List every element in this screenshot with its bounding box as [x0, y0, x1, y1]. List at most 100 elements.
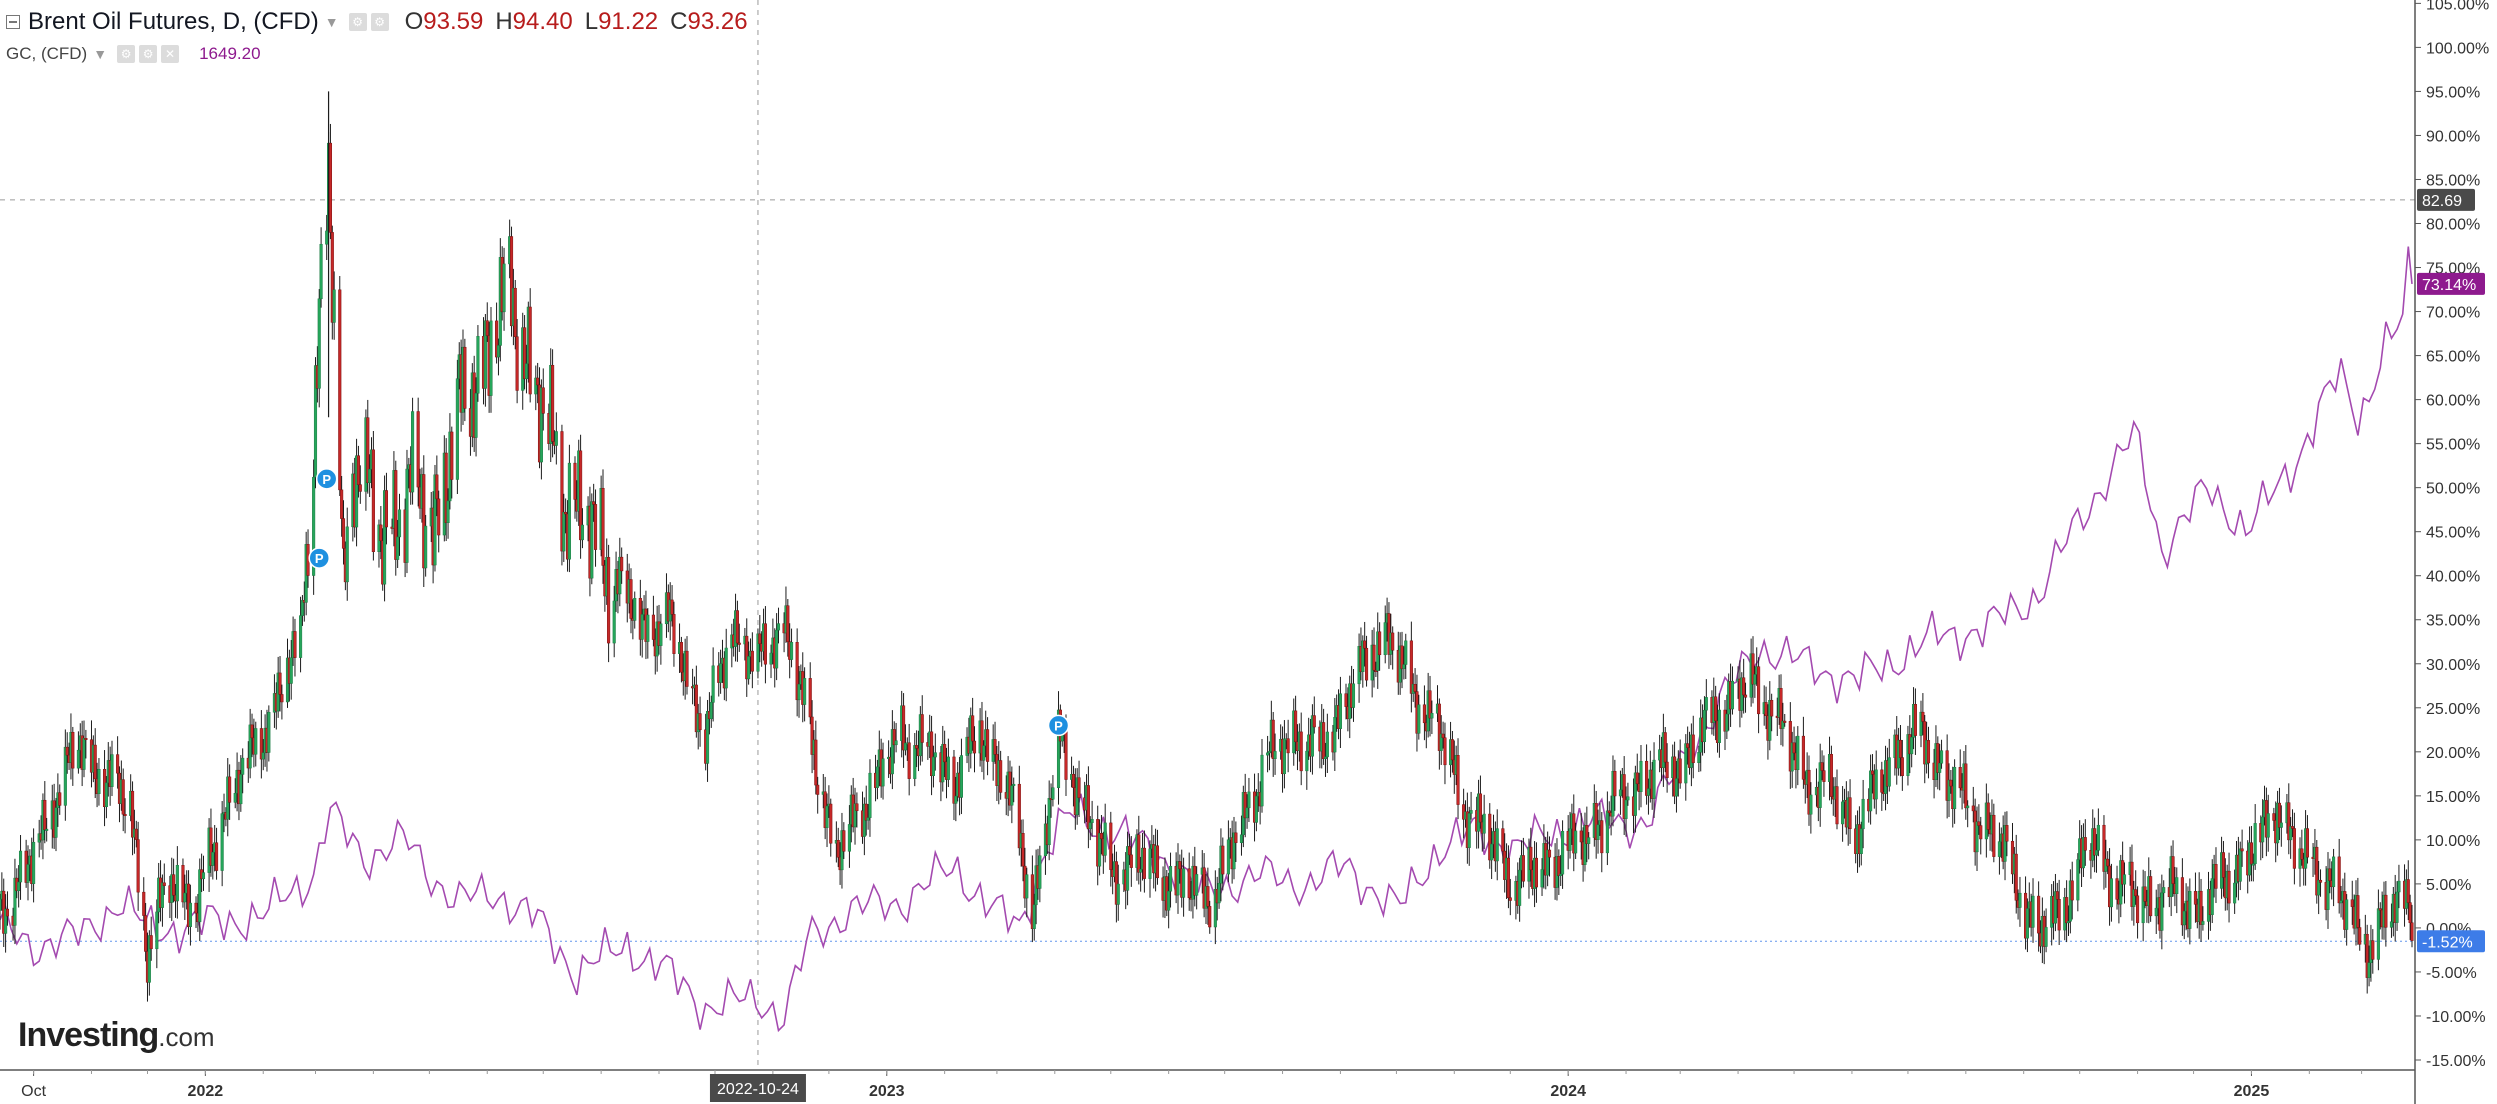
- brent-candle-body: [2014, 853, 2018, 901]
- x-axis[interactable]: Oct 2022 2023 2024 2025 2022-10-24: [21, 1070, 2363, 1102]
- brent-candle-body: [920, 714, 924, 743]
- brent-candle-body: [2130, 861, 2134, 907]
- brent-candle-body: [93, 744, 97, 780]
- brent-candle-body: [646, 614, 650, 642]
- chevron-down-icon[interactable]: ▼: [93, 46, 108, 62]
- compare-value: 1649.20: [199, 44, 261, 63]
- brent-candle-body: [1546, 849, 1550, 876]
- brent-candle-body: [1678, 758, 1682, 784]
- brent-candle-body: [463, 346, 467, 409]
- y-axis[interactable]: -15.00%-10.00%-5.00%0.00%5.00%10.00%15.0…: [2415, 0, 2489, 1070]
- y-tick-label: -10.00%: [2426, 1009, 2486, 1026]
- brent-candle-body: [1365, 647, 1369, 681]
- brent-candle-body: [228, 776, 232, 803]
- brent-candle-body: [1607, 810, 1611, 813]
- brent-candle-body: [1361, 640, 1365, 672]
- brent-candle-body: [2053, 891, 2057, 924]
- brent-candle-body: [1378, 631, 1382, 656]
- brent-candle-body: [26, 864, 30, 883]
- close-label: C: [670, 8, 688, 35]
- brent-candle-body: [1195, 874, 1199, 896]
- brent-candle-body: [2068, 880, 2072, 922]
- brent-candle-body: [1781, 720, 1785, 729]
- brent-candle-body: [1665, 761, 1669, 779]
- brent-candle-body: [1870, 770, 1875, 775]
- brent-candle-body: [2345, 899, 2349, 930]
- brent-candle-body: [685, 650, 689, 687]
- brent-price-tag-bg: [2417, 930, 2485, 953]
- brent-candle-body: [1753, 674, 1757, 685]
- brent-candle-body: [1282, 738, 1286, 775]
- brent-candle-body: [1790, 742, 1794, 772]
- brent-candle-body: [1900, 757, 1904, 776]
- y-tick-label: 45.00%: [2426, 525, 2480, 542]
- brent-candle-body: [1322, 722, 1326, 759]
- brent-candle-body: [1400, 645, 1404, 670]
- brent-candle-body: [495, 320, 499, 358]
- brent-candle-body: [607, 557, 611, 644]
- brent-candle-body: [1958, 766, 1962, 789]
- brent-candle-body: [1674, 778, 1679, 797]
- brent-candle-body: [2289, 826, 2293, 841]
- brent-candle-body: [1098, 833, 1102, 867]
- brent-candle-body: [2025, 908, 2029, 939]
- brent-candle-body: [63, 746, 67, 806]
- collapse-icon[interactable]: [6, 15, 20, 29]
- brent-candle-body: [1430, 713, 1434, 719]
- visibility-icon[interactable]: ⚙: [370, 13, 389, 31]
- visibility-icon[interactable]: ⚙: [139, 45, 158, 63]
- brent-candle-body: [2141, 886, 2145, 924]
- brent-candle-body: [211, 852, 215, 866]
- brent-candle-body: [1247, 791, 1251, 809]
- y-tick-label: 70.00%: [2426, 305, 2480, 322]
- brent-candle-body: [1422, 704, 1426, 724]
- brent-candle-body: [1234, 832, 1238, 843]
- brent-candle-body: [328, 142, 332, 233]
- brent-candle-body: [201, 872, 206, 880]
- brent-candle-body: [1663, 732, 1667, 763]
- brent-candle-body: [941, 744, 945, 783]
- brent-candle-body: [679, 642, 683, 673]
- brent-candle-body: [254, 728, 258, 755]
- brent-candle-body: [313, 365, 318, 478]
- brent-candle-body: [853, 803, 857, 828]
- x-tick-label: 2023: [869, 1083, 905, 1100]
- brent-candle-body: [1071, 774, 1076, 788]
- logo-suffix: .com: [158, 1022, 215, 1052]
- settings-icon[interactable]: ⚙: [348, 13, 367, 31]
- brent-candle-body: [1467, 813, 1471, 848]
- brent-candle-body: [1176, 861, 1180, 896]
- brent-candle-body: [2305, 828, 2310, 858]
- chevron-down-icon[interactable]: ▼: [324, 14, 339, 30]
- brent-candle-body: [866, 817, 870, 821]
- brent-candle-body: [1178, 861, 1182, 870]
- brent-candle-body: [1910, 737, 1914, 755]
- brent-candle-body: [396, 536, 400, 560]
- settings-icon[interactable]: ⚙: [117, 45, 136, 63]
- brent-candle-body: [1613, 771, 1617, 797]
- brent-candle-body: [1208, 906, 1212, 928]
- event-marker-icon: [1047, 714, 1070, 737]
- close-icon[interactable]: ✕: [161, 45, 180, 63]
- brent-candle-body: [1338, 693, 1342, 729]
- y-tick-label: 35.00%: [2426, 613, 2480, 630]
- brent-candle-body: [1312, 715, 1316, 728]
- brent-candle-body: [959, 755, 963, 798]
- brent-candle-body: [1221, 845, 1225, 875]
- brent-candle-body: [875, 766, 879, 788]
- x-tick-label: 2024: [1550, 1083, 1586, 1100]
- brent-candle-body: [1945, 750, 1949, 801]
- compare-symbol-title[interactable]: GC, (CFD): [6, 44, 88, 63]
- main-symbol-title[interactable]: Brent Oil Futures, D, (CFD): [28, 8, 319, 35]
- x-tick-label: 2022: [188, 1083, 224, 1100]
- brent-candle-body: [2266, 813, 2270, 838]
- brent-candle-body: [2249, 842, 2253, 865]
- brent-candle-body: [580, 524, 585, 541]
- brent-candle-body: [913, 745, 917, 779]
- brent-candle-body: [1639, 760, 1643, 792]
- brent-candle-body: [1938, 763, 1942, 773]
- y-tick-label: 55.00%: [2426, 437, 2480, 454]
- investing-logo: Investing.com: [18, 1016, 215, 1055]
- brent-candle-body: [2115, 878, 2119, 900]
